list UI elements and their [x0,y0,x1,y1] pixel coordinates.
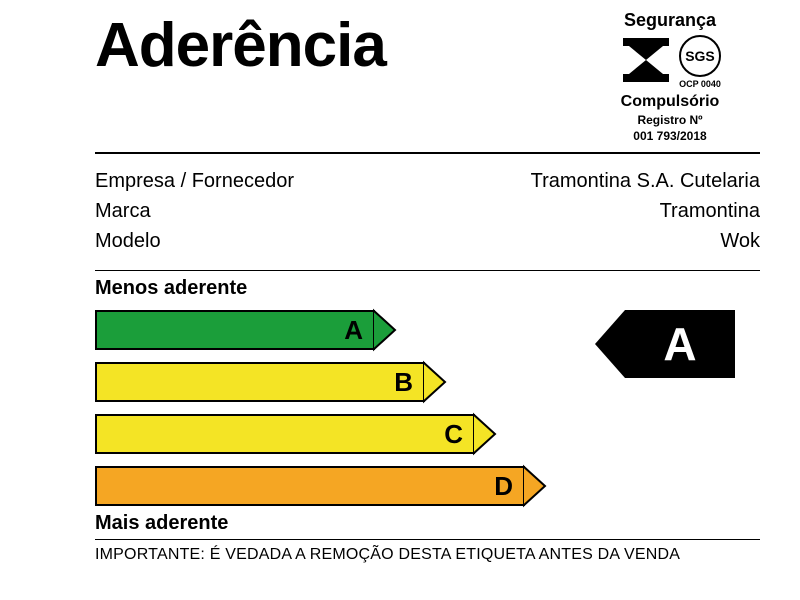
modelo-value: Wok [531,226,760,256]
rating-badge: A [595,310,735,378]
sgs-circle-label: SGS [679,35,721,77]
empresa-label: Empresa / Fornecedor [95,166,294,196]
modelo-label: Modelo [95,226,294,256]
rating-bar-a: A [95,310,525,350]
ocp-code: OCP 0040 [679,79,721,89]
rating-bar-letter: B [394,367,413,398]
sgs-icon: SGS OCP 0040 [679,35,721,89]
page-title: Aderência [95,10,386,81]
rating-badge-letter: A [625,310,735,378]
empresa-value: Tramontina S.A. Cutelaria [531,166,760,196]
product-info: Empresa / Fornecedor Marca Modelo Tramon… [0,154,800,270]
certification-block: Segurança SGS OCP 0040 Compulsório Regis… [580,10,760,144]
scale-bottom-label: Mais aderente [0,506,800,539]
marca-label: Marca [95,196,294,226]
rating-bar-body: C [95,414,475,454]
certification-top-label: Segurança [580,10,760,31]
registro-number: 001 793/2018 [580,129,760,145]
rating-bars: ABCD [95,310,525,506]
rating-bar-body: A [95,310,375,350]
rating-bar-c: C [95,414,525,454]
rating-bar-body: B [95,362,425,402]
rating-bar-d: D [95,466,525,506]
footer-warning: IMPORTANTE: É VEDADA A REMOÇÃO DESTA ETI… [0,540,800,564]
rating-bar-b: B [95,362,525,402]
certification-mid-label: Compulsório [580,93,760,111]
inmetro-icon [619,36,673,89]
rating-bar-letter: A [344,315,363,346]
rating-bar-letter: D [494,471,513,502]
scale-top-label: Menos aderente [0,271,800,310]
rating-bar-body: D [95,466,525,506]
marca-value: Tramontina [531,196,760,226]
registro-label: Registro Nº [580,113,760,129]
rating-bar-letter: C [444,419,463,450]
rating-badge-arrow [595,310,625,378]
